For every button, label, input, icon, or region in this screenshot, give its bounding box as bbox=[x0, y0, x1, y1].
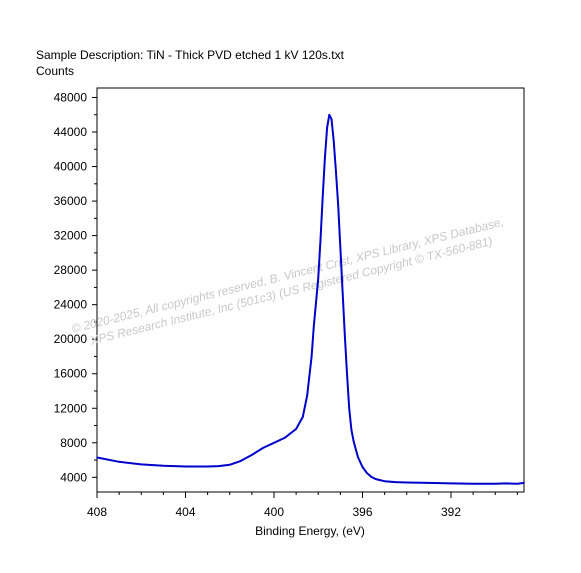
data-point bbox=[344, 334, 346, 336]
data-point bbox=[273, 442, 275, 444]
data-point bbox=[428, 482, 430, 484]
x-tick-label: 396 bbox=[352, 505, 372, 519]
x-tick-label: 408 bbox=[87, 505, 107, 519]
data-point bbox=[306, 394, 309, 397]
data-point bbox=[523, 482, 525, 484]
data-point bbox=[324, 157, 326, 159]
plot-frame bbox=[96, 87, 525, 493]
data-point bbox=[330, 118, 333, 120]
data-point bbox=[317, 278, 320, 280]
y-axis: 4000 8000 12000 16000 20000 24000 28000 32000 36… bbox=[54, 90, 97, 484]
data-point bbox=[341, 290, 344, 293]
data-point bbox=[302, 416, 304, 418]
y-tick-label: 12000 bbox=[54, 401, 88, 415]
data-point bbox=[206, 465, 209, 468]
x-tick-label: 400 bbox=[264, 505, 284, 519]
y-tick-label: 32000 bbox=[54, 229, 88, 243]
data-point bbox=[339, 247, 342, 250]
data-point bbox=[366, 472, 368, 474]
series-points bbox=[96, 114, 525, 485]
y-unit-label: Counts bbox=[36, 64, 74, 78]
data-point bbox=[217, 465, 220, 467]
data-point bbox=[350, 429, 353, 431]
sample-description: Sample Description: TiN - Thick PVD etch… bbox=[36, 48, 345, 62]
data-point bbox=[328, 114, 331, 116]
data-point bbox=[284, 436, 286, 439]
x-axis: 408 404 400 396 392 bbox=[87, 492, 518, 519]
data-point bbox=[162, 464, 165, 467]
data-point bbox=[370, 476, 373, 478]
data-point bbox=[118, 461, 120, 463]
data-point bbox=[251, 454, 253, 456]
data-point bbox=[140, 463, 142, 466]
data-point bbox=[240, 460, 242, 462]
data-point bbox=[184, 465, 187, 468]
data-point bbox=[335, 170, 337, 172]
data-point bbox=[310, 355, 313, 358]
data-point bbox=[450, 482, 452, 485]
x-tick-label: 392 bbox=[441, 505, 461, 519]
data-point bbox=[348, 407, 351, 410]
data-point bbox=[357, 456, 359, 459]
data-point bbox=[295, 428, 297, 430]
y-tick-label: 48000 bbox=[54, 90, 88, 104]
y-tick-label: 44000 bbox=[54, 125, 88, 139]
data-point bbox=[96, 456, 98, 459]
data-point bbox=[262, 447, 264, 449]
y-tick-label: 16000 bbox=[54, 367, 88, 381]
data-point bbox=[321, 196, 324, 198]
watermark-line-2: XPS Research Institute, Inc (501c3) (US … bbox=[88, 234, 494, 348]
data-point bbox=[472, 483, 474, 485]
x-tick-label: 404 bbox=[175, 505, 195, 519]
data-point bbox=[361, 466, 364, 468]
data-point bbox=[326, 126, 328, 129]
y-tick-label: 36000 bbox=[54, 194, 88, 208]
data-point bbox=[228, 464, 231, 466]
data-point bbox=[332, 139, 335, 142]
data-point bbox=[355, 448, 357, 451]
watermark-line-1: © 2020-2025, All copyrights reserved, B.… bbox=[70, 215, 505, 336]
data-point bbox=[319, 239, 322, 241]
data-point bbox=[383, 480, 386, 483]
data-point bbox=[352, 440, 355, 442]
data-point bbox=[337, 204, 340, 207]
data-point bbox=[494, 483, 497, 485]
y-tick-label: 20000 bbox=[54, 332, 88, 346]
y-tick-label: 40000 bbox=[54, 160, 88, 174]
y-tick-label: 28000 bbox=[54, 263, 88, 277]
y-tick-label: 24000 bbox=[54, 298, 88, 312]
data-point bbox=[516, 483, 519, 485]
data-point bbox=[375, 478, 377, 480]
watermark: © 2020-2025, All copyrights reserved, B.… bbox=[70, 215, 505, 348]
data-point bbox=[505, 482, 508, 485]
data-point bbox=[394, 481, 397, 483]
data-point bbox=[346, 372, 348, 375]
x-axis-label: Binding Energy, (eV) bbox=[255, 524, 365, 538]
data-point bbox=[405, 481, 408, 484]
data-point bbox=[313, 325, 315, 328]
y-tick-label: 8000 bbox=[60, 436, 87, 450]
y-tick-label: 4000 bbox=[60, 470, 87, 484]
